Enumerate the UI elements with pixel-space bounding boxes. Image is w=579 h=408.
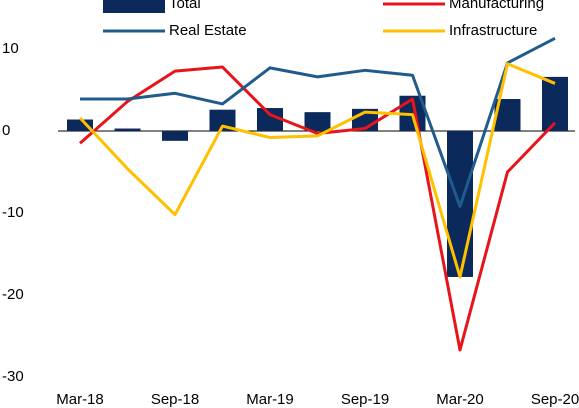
legend-label: Infrastructure [449,22,537,39]
line [80,37,556,208]
y-tick-label: 0 [2,122,10,139]
bar [114,128,141,131]
legend-label: Real Estate [169,22,247,39]
x-tick-label: Sep-18 [151,391,199,408]
x-tick-label: Mar-18 [56,391,104,408]
y-tick-label: -20 [2,286,24,303]
legend-label: Manufacturing [449,0,544,12]
x-tick-label: Mar-19 [246,391,294,408]
x-tick-label: Sep-20 [531,391,579,408]
bar [67,119,93,131]
bar [542,76,568,131]
legend-swatch [103,0,165,13]
bar [257,108,283,131]
y-tick-label: -10 [2,204,24,221]
bar [304,112,331,131]
bar [162,131,188,141]
y-tick-label: -30 [2,368,24,385]
x-tick-label: Mar-20 [436,391,484,408]
line [78,62,556,279]
y-tick-label: 10 [2,40,19,57]
line [79,65,557,352]
legend-label: Total [169,0,201,12]
bar [209,109,236,131]
x-tick-label: Sep-19 [341,391,389,408]
